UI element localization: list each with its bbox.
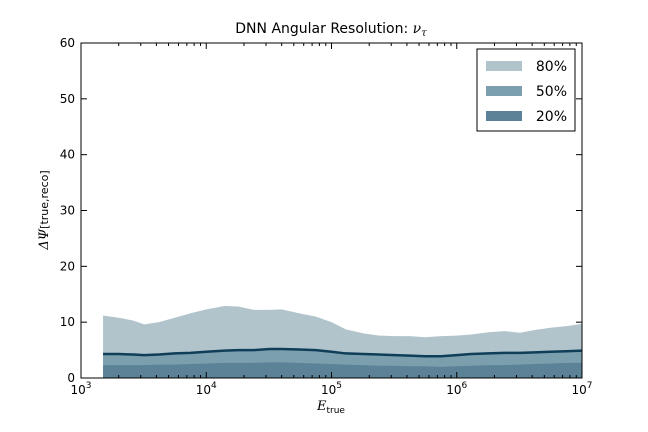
chart-title-symbol: ν bbox=[413, 21, 422, 37]
x-tick-label-4: 107 bbox=[571, 381, 592, 397]
legend-items: 80% 50% 20% bbox=[486, 59, 567, 125]
legend-swatch-2 bbox=[486, 111, 522, 121]
legend-swatch-0 bbox=[486, 61, 522, 71]
legend-swatch-1 bbox=[486, 86, 522, 96]
y-tick-label-5: 50 bbox=[60, 92, 75, 106]
x-tick-label-1: 104 bbox=[196, 381, 217, 397]
median-line bbox=[103, 347, 583, 358]
chart-title-text: DNN Angular Resolution: bbox=[235, 21, 412, 37]
x-axis-label: Etrue bbox=[316, 399, 345, 416]
x-tick-label-3: 106 bbox=[446, 381, 467, 397]
x-axis-label-main: E bbox=[316, 399, 327, 414]
y-tick-label-6: 60 bbox=[60, 36, 75, 50]
legend-label-2: 20% bbox=[536, 109, 567, 125]
x-tick-label-2: 105 bbox=[321, 381, 342, 397]
legend-label-1: 50% bbox=[536, 84, 567, 100]
y-tick-label-4: 40 bbox=[60, 148, 75, 162]
y-tick-label-1: 10 bbox=[60, 315, 75, 329]
legend-label-0: 80% bbox=[536, 59, 567, 75]
chart-title: DNN Angular Resolution: ντ bbox=[235, 21, 427, 39]
area-band-2 bbox=[103, 362, 582, 378]
y-tick-label-0: 0 bbox=[67, 371, 75, 385]
y-axis-label-sub: [true,reco] bbox=[38, 170, 51, 228]
y-tick-label-2: 20 bbox=[60, 259, 75, 273]
chart-title-subscript: τ bbox=[421, 28, 427, 39]
x-tick-label-0: 103 bbox=[70, 381, 91, 397]
ticks-layer: 0 10 20 30 40 50 60 103 104 105 106 107 bbox=[60, 36, 593, 397]
y-tick-label-3: 30 bbox=[60, 204, 75, 218]
legend: 80% 50% 20% bbox=[476, 48, 576, 132]
x-axis-label-sub: true bbox=[327, 406, 346, 416]
y-axis-label-main: ΔΨ bbox=[37, 228, 52, 250]
series-layer bbox=[103, 305, 583, 378]
y-axis-label: ΔΨ[true,reco] bbox=[37, 170, 52, 250]
